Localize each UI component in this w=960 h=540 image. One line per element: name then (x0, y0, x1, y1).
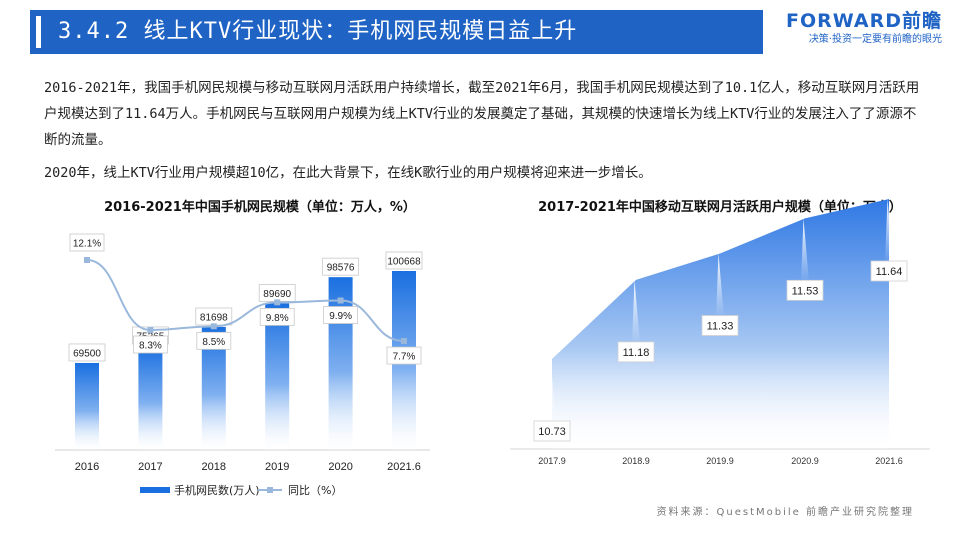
chart1-bar-label-box (385, 251, 423, 270)
chart1-line-point (147, 327, 154, 333)
title-accent (36, 16, 41, 48)
chart1-line-point (274, 299, 281, 306)
chart2-x-tick: 2020.9 (791, 456, 819, 466)
chart1-x-tick: 2017 (138, 461, 162, 473)
chart1-line-label: 8.3% (139, 341, 162, 352)
source-note: 资料来源：QuestMobile 前瞻产业研究院整理 (656, 507, 914, 518)
chart1: 6950020167526520178169820188969020199857… (55, 233, 430, 497)
chart2-x-tick: 2019.9 (706, 456, 734, 466)
chart1-legend-line-marker (267, 487, 273, 493)
chart1-title: 2016-2021年中国手机网民规模（单位：万人，%） (104, 200, 416, 215)
chart2-value-label: 11.64 (876, 266, 903, 278)
chart1-bar-label: 69500 (73, 348, 101, 359)
chart2-x-tick: 2017.9 (538, 456, 566, 466)
chart2-value-label: 11.33 (707, 321, 734, 333)
chart1-line-label-box (69, 233, 105, 252)
chart2-title: 2017-2021年中国移动互联网月活跃用户规模（单位：万人） (538, 200, 902, 215)
chart1-x-tick: 2019 (265, 461, 289, 473)
chart2-pointer (885, 199, 893, 263)
chart1-legend-bar-swatch (140, 487, 170, 493)
chart1-line-label-box (259, 307, 295, 326)
chart1-line-label-box (132, 335, 168, 354)
chart1-bar (328, 277, 353, 450)
chart1-x-tick: 2021.6 (387, 461, 421, 473)
chart2: 10.73 2017.9 11.18 2018.9 11.33 2019.9 11.53 20… (510, 199, 930, 466)
brand-slogan: 决策·投资一定要有前瞻的眼光 (808, 34, 942, 45)
intro-paragraph: 2016-2021年，我国手机网民规模与移动互联网月活跃用户持续增长，截至202… (44, 80, 920, 148)
chart1-line-label: 12.1% (73, 239, 101, 250)
chart1-line (86, 259, 405, 343)
chart1-bar (75, 362, 99, 450)
chart2-x-tick: 2018.9 (622, 456, 650, 466)
summary-paragraph: 2020年，线上KTV行业用户规模超10亿，在此大背景下，在线K歌行业的用户规模… (44, 165, 652, 181)
chart1-line-label: 9.8% (266, 313, 289, 324)
chart2-x-tick: 2021.6 (875, 456, 903, 466)
chart1-bar (265, 303, 290, 450)
chart1-bar (138, 345, 163, 450)
chart1-legend-line-label: 同比（%） (288, 484, 342, 497)
chart1-line-label: 8.5% (202, 337, 225, 348)
chart2-value-label: 11.53 (792, 285, 819, 297)
chart1-line-point (337, 297, 344, 304)
chart1-line-point (210, 323, 217, 330)
chart2-value-label-box (701, 315, 739, 336)
chart1-bar-label-box (68, 343, 106, 362)
title-bar: 3.4.2 线上KTV行业现状：手机网民规模日益上升 (30, 10, 763, 54)
chart1-line-label-box (196, 331, 232, 350)
chart1-x-tick: 2020 (328, 461, 352, 473)
chart2-value-label-box (617, 341, 655, 363)
chart2-value-label-box (533, 420, 571, 442)
chart1-line-point (84, 257, 90, 263)
chart1-line-point (401, 338, 407, 345)
chart2-value-label-box (786, 279, 824, 301)
brand-name: FORWARD前瞻 (786, 10, 942, 32)
chart1-line-label-box (323, 306, 359, 324)
chart2-pointer (801, 218, 809, 283)
chart1-line-label-box (386, 346, 422, 365)
chart1-x-tick: 2016 (75, 461, 99, 473)
chart1-line-label: 7.7% (393, 352, 416, 363)
chart2-pointer (548, 359, 556, 423)
chart2-value-label: 10.73 (538, 426, 566, 438)
chart1-x-tick: 2018 (202, 461, 226, 473)
header: 3.4.2 线上KTV行业现状：手机网民规模日益上升 FORWARD前瞻 决策·… (0, 0, 960, 62)
chart1-bar-label: 81698 (200, 312, 228, 323)
chart2-pointer (632, 279, 640, 344)
chart1-bar-label-box (322, 257, 360, 276)
chart1-bar-label: 98576 (327, 263, 355, 274)
chart2-value-label: 11.18 (623, 347, 650, 359)
chart1-legend-bar-label: 手机网民数(万人) (174, 483, 260, 497)
chart2-value-label-box (870, 260, 908, 282)
chart1-bar-label: 100668 (387, 257, 421, 268)
chart1-bar-label: 89690 (263, 289, 291, 300)
chart1-line-label: 9.9% (329, 311, 352, 322)
brand-logo: FORWARD前瞻 决策·投资一定要有前瞻的眼光 (786, 11, 942, 47)
chart2-pointer (716, 253, 724, 318)
page-title: 3.4.2 线上KTV行业现状：手机网民规模日益上升 (58, 19, 578, 44)
